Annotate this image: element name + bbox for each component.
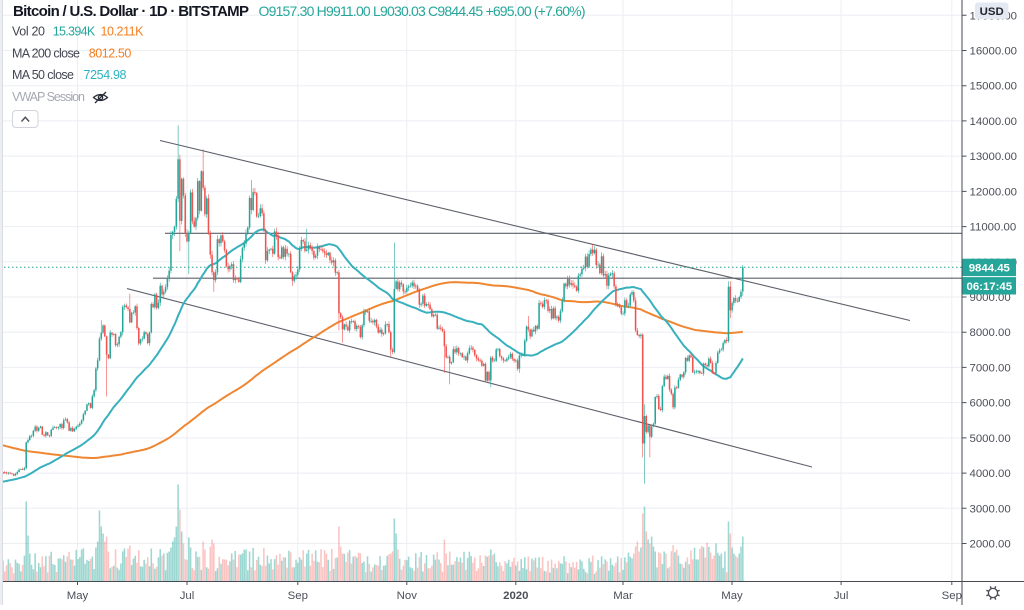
svg-text:9844.45: 9844.45 — [969, 263, 1011, 275]
svg-text:Mar: Mar — [613, 590, 633, 602]
svg-text:9000.00: 9000.00 — [970, 292, 1011, 304]
svg-text:7254.98: 7254.98 — [84, 68, 127, 82]
svg-text:10.211K: 10.211K — [101, 25, 145, 39]
svg-text:VWAP Session: VWAP Session — [12, 90, 85, 104]
svg-text:Nov: Nov — [397, 590, 418, 602]
svg-text:7000.00: 7000.00 — [970, 362, 1011, 374]
svg-text:6000.00: 6000.00 — [970, 398, 1011, 410]
svg-text:8000.00: 8000.00 — [970, 327, 1011, 339]
svg-text:15000.00: 15000.00 — [970, 81, 1018, 93]
svg-text:USD: USD — [980, 6, 1004, 18]
svg-text:Sep: Sep — [288, 590, 308, 602]
svg-text:Jul: Jul — [834, 590, 849, 602]
svg-text:12000.00: 12000.00 — [970, 186, 1018, 198]
svg-text:Jul: Jul — [180, 590, 195, 602]
svg-text:13000.00: 13000.00 — [970, 151, 1018, 163]
svg-text:Sep: Sep — [942, 590, 962, 602]
svg-text:May: May — [721, 590, 743, 602]
svg-text:2000.00: 2000.00 — [970, 539, 1011, 551]
svg-text:8012.50: 8012.50 — [89, 47, 132, 61]
svg-text:11000.00: 11000.00 — [970, 222, 1017, 234]
svg-text:3000.00: 3000.00 — [970, 503, 1011, 515]
svg-text:Vol 20: Vol 20 — [12, 25, 45, 39]
svg-text:5000.00: 5000.00 — [970, 433, 1011, 445]
svg-text:14000.00: 14000.00 — [970, 116, 1018, 128]
svg-text:Bitcoin / U.S. Dollar · 1D · B: Bitcoin / U.S. Dollar · 1D · BITSTAMP — [13, 3, 249, 20]
svg-text:MA 50 close: MA 50 close — [12, 68, 74, 82]
svg-text:15.394K: 15.394K — [53, 25, 96, 39]
svg-text:2020: 2020 — [503, 590, 528, 602]
svg-text:O9157.30 H9911.00 L9030.03 C98: O9157.30 H9911.00 L9030.03 C9844.45 +695… — [259, 3, 586, 19]
svg-text:06:17:45: 06:17:45 — [966, 281, 1012, 293]
svg-text:16000.00: 16000.00 — [970, 46, 1018, 58]
svg-text:May: May — [67, 590, 89, 602]
svg-text:MA 200 close: MA 200 close — [12, 47, 80, 61]
svg-text:4000.00: 4000.00 — [970, 468, 1011, 480]
